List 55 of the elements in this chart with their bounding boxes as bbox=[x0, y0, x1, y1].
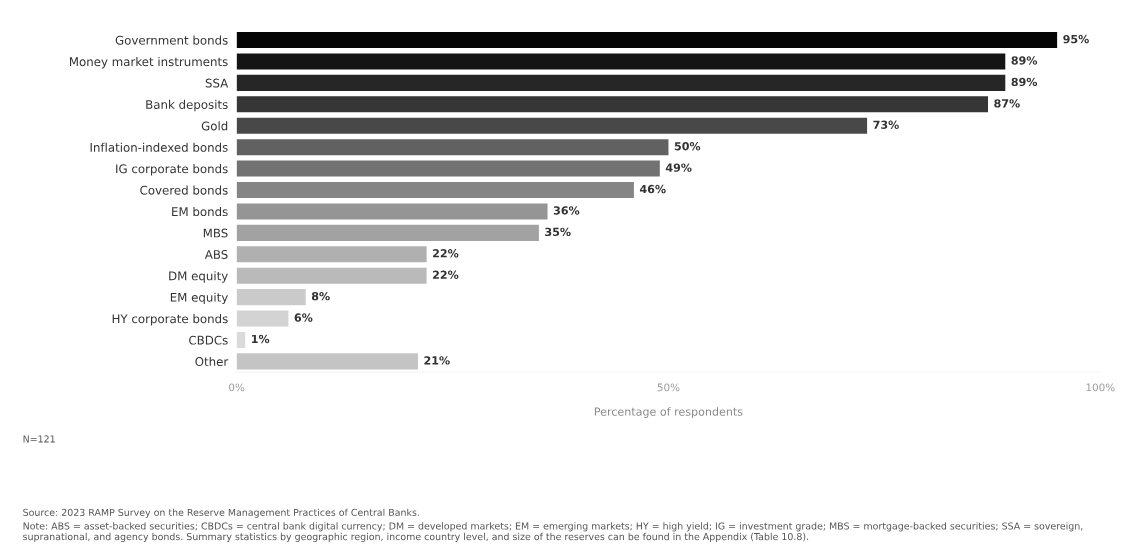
bar bbox=[236, 32, 1058, 49]
bar bbox=[236, 203, 548, 220]
data-label: 87% bbox=[994, 99, 1020, 108]
bar bbox=[236, 224, 539, 241]
bar bbox=[236, 181, 634, 199]
y-tick-label: DM equity bbox=[169, 271, 228, 283]
bar bbox=[236, 160, 660, 177]
y-tick-label: SSA bbox=[205, 78, 229, 88]
bar bbox=[236, 74, 1006, 91]
bar bbox=[236, 246, 427, 263]
data-label: 46% bbox=[639, 184, 666, 194]
bar bbox=[236, 53, 1006, 70]
y-tick-label: Bank deposits bbox=[146, 99, 228, 112]
text: N=121 bbox=[23, 435, 55, 443]
data-label: 50% bbox=[674, 141, 701, 151]
data-label: 21% bbox=[424, 356, 450, 365]
data-label: 1% bbox=[252, 334, 270, 344]
y-tick-label: IG corporate bonds bbox=[116, 164, 228, 176]
bar bbox=[236, 331, 246, 348]
bar bbox=[236, 353, 418, 370]
y-tick-label: Covered bonds bbox=[140, 185, 228, 195]
data-label: 89% bbox=[1011, 56, 1038, 65]
x-axis-title: Percentage of respondents bbox=[594, 407, 743, 418]
y-tick-label: MBS bbox=[203, 228, 228, 238]
bar bbox=[236, 139, 669, 156]
data-label: 6% bbox=[294, 313, 313, 322]
y-tick-label: ABS bbox=[204, 250, 228, 259]
y-tick-label: Gold bbox=[201, 121, 228, 131]
data-label: 95% bbox=[1063, 34, 1089, 44]
bar bbox=[236, 289, 306, 306]
data-label: 49% bbox=[665, 163, 692, 172]
bar bbox=[236, 117, 868, 134]
y-tick-label: Inflation-indexed bonds bbox=[90, 142, 228, 152]
y-tick-label: Government bonds bbox=[115, 35, 228, 45]
x-tick-label: 0% bbox=[229, 383, 245, 392]
text: Note: ABS = asset-backed securities; CBDCs = central bank digital currency; DM = developed markets; EM = emerging markets; HY = high yield; IG = investment grade; MBS = mortgage-backed securities; SSA = sovereign, supranational, and agency bonds. Summary statistics by geographic region, income country level, and size of the reserves can be found in the Appendix (Table 10.8). bbox=[23, 522, 1083, 542]
bar bbox=[236, 267, 427, 284]
data-label: 8% bbox=[311, 291, 330, 301]
y-tick-label: EM bonds bbox=[172, 206, 228, 217]
x-tick-label: 100% bbox=[1086, 383, 1115, 392]
data-label: 22% bbox=[433, 249, 459, 258]
y-tick-label: Money market instruments bbox=[69, 56, 228, 69]
data-label: 35% bbox=[545, 227, 571, 237]
data-label: 22% bbox=[433, 270, 459, 279]
x-tick-label: 50% bbox=[657, 383, 680, 392]
source-note: Source: 2023 RAMP Survey on the Reserve Management Practices of Central Banks. bbox=[23, 508, 419, 518]
data-label: 73% bbox=[873, 120, 899, 129]
y-tick-label: Other bbox=[195, 356, 229, 367]
y-tick-label: CBDCs bbox=[189, 335, 228, 345]
data-label: 89% bbox=[1011, 77, 1038, 87]
bar bbox=[236, 310, 289, 327]
y-tick-label: HY corporate bonds bbox=[112, 314, 228, 326]
bar bbox=[236, 96, 989, 113]
data-label: 36% bbox=[553, 206, 580, 215]
y-tick-label: EM equity bbox=[170, 292, 228, 305]
